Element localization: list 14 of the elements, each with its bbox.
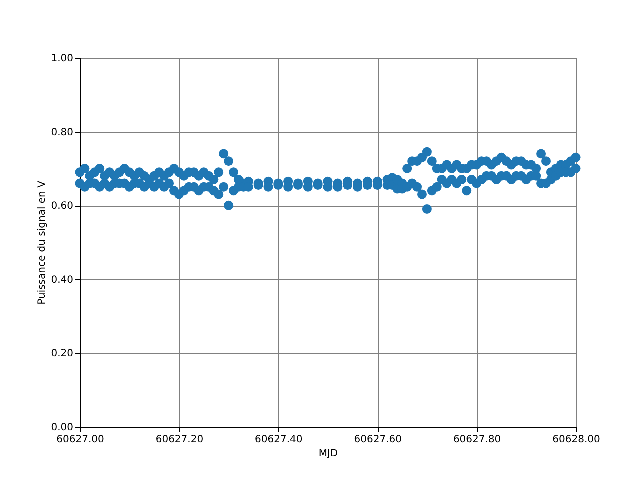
x-tick-label: 60628.00 bbox=[552, 434, 600, 446]
x-tick-label: 60627.00 bbox=[56, 434, 104, 446]
x-tick-label: 60627.20 bbox=[156, 434, 204, 446]
x-tick-label: 60627.80 bbox=[453, 434, 502, 446]
y-tick-label: 1.00 bbox=[51, 54, 74, 64]
x-tick-label: 60627.40 bbox=[255, 434, 303, 446]
y-tick-label: 0.40 bbox=[51, 274, 74, 286]
y-tick-label: 0.00 bbox=[51, 422, 74, 434]
y-axis-title: Puissance du signal en V bbox=[37, 180, 48, 305]
x-tick-label: 60627.60 bbox=[354, 434, 402, 446]
x-axis-title: MJD bbox=[318, 448, 338, 460]
y-tick-label: 0.80 bbox=[51, 127, 74, 138]
y-tick-label: 0.60 bbox=[51, 201, 74, 212]
y-tick-label: 0.20 bbox=[51, 348, 74, 360]
